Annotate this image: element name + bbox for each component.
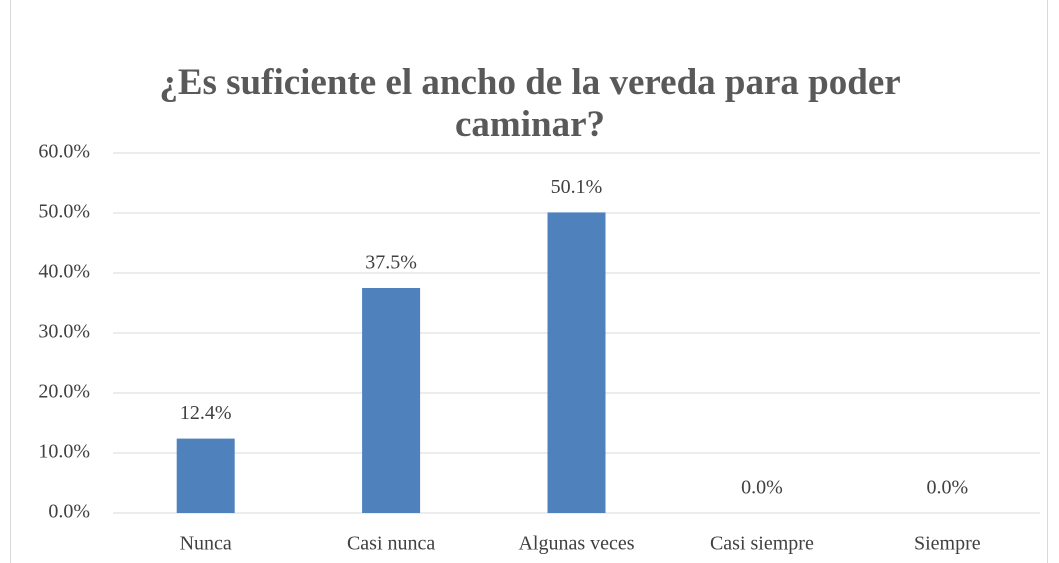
x-tick-label: Algunas veces	[518, 533, 634, 555]
bar	[547, 212, 606, 513]
chart-title: ¿Es suficiente el ancho de la vereda par…	[159, 62, 901, 145]
x-tick-label: Casi nunca	[347, 533, 435, 555]
data-label: 0.0%	[926, 477, 968, 499]
data-label: 37.5%	[365, 252, 417, 274]
y-tick-label: 0.0%	[48, 501, 90, 523]
y-tick-label: 30.0%	[38, 321, 90, 343]
x-tick-label: Nunca	[180, 533, 232, 555]
data-label: 12.4%	[180, 402, 232, 424]
y-tick-label: 20.0%	[38, 381, 90, 403]
bar	[176, 438, 235, 513]
bar	[362, 288, 421, 513]
chart-frame	[10, 0, 1048, 563]
y-tick-label: 10.0%	[38, 441, 90, 463]
x-tick-label: Casi siempre	[710, 533, 814, 555]
y-tick-label: 50.0%	[38, 201, 90, 223]
x-tick-label: Siempre	[914, 533, 981, 555]
y-tick-label: 60.0%	[38, 141, 90, 163]
data-label: 50.1%	[551, 176, 603, 198]
data-label: 0.0%	[741, 477, 783, 499]
y-tick-label: 40.0%	[38, 261, 90, 283]
